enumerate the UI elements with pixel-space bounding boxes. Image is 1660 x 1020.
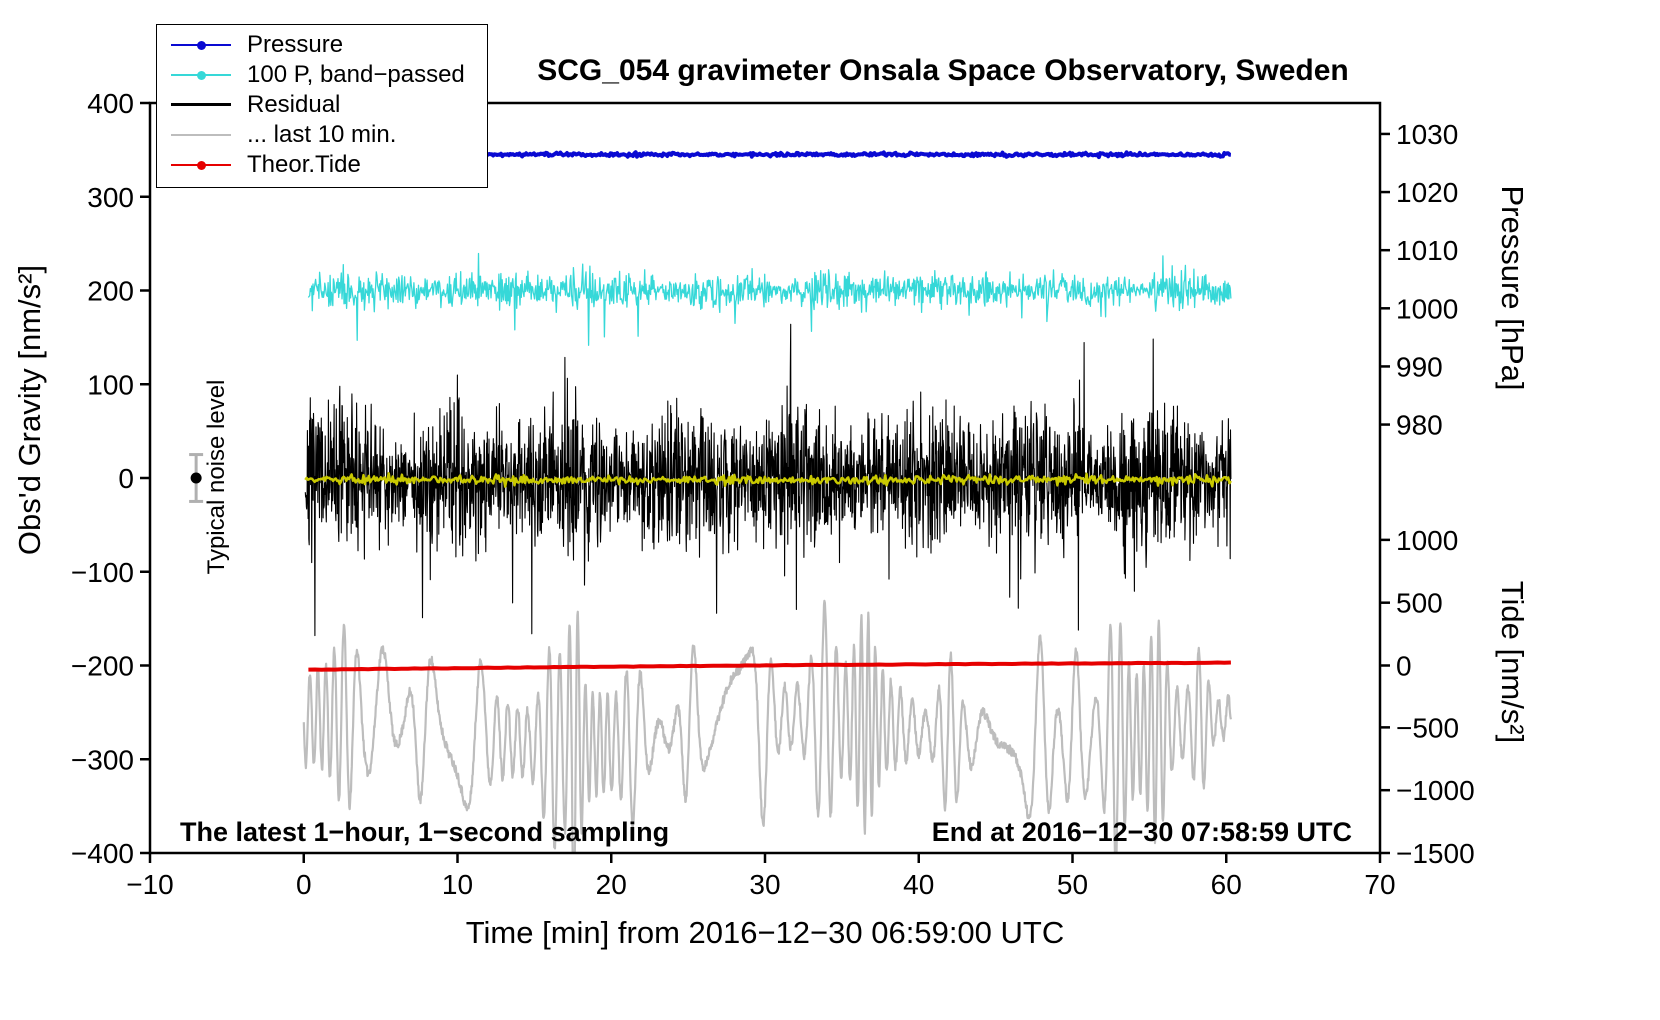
pressure-axis-tick-label: 1010 bbox=[1396, 235, 1458, 266]
legend-dot-line-icon bbox=[171, 38, 231, 52]
left-tick-label: −100 bbox=[71, 557, 134, 588]
series-tide bbox=[308, 660, 1231, 672]
x-tick-label: 30 bbox=[749, 869, 780, 900]
series-last10 bbox=[302, 599, 1232, 852]
legend-label: 100 P, band−passed bbox=[247, 60, 465, 88]
x-axis-label: Time [min] from 2016−12−30 06:59:00 UTC bbox=[466, 915, 1065, 950]
x-axis: −10 0 10 20 30 40 50 60 70 bbox=[126, 853, 1396, 900]
pressure-axis-tick-label: 1030 bbox=[1396, 119, 1458, 150]
tide-axis-tick-label: −1500 bbox=[1396, 838, 1475, 869]
left-tick-label: −200 bbox=[71, 651, 134, 682]
x-tick-label: 10 bbox=[442, 869, 473, 900]
x-tick-label: 0 bbox=[296, 869, 312, 900]
legend-item: Residual bbox=[171, 91, 465, 118]
legend-label: ... last 10 min. bbox=[247, 120, 397, 148]
x-tick-label: 60 bbox=[1211, 869, 1242, 900]
pressure-axis-tick-label: 1020 bbox=[1396, 177, 1458, 208]
x-tick-label: −10 bbox=[126, 869, 174, 900]
x-tick-label: 40 bbox=[903, 869, 934, 900]
left-tick-label: −400 bbox=[71, 838, 134, 869]
legend-item: ... last 10 min. bbox=[171, 121, 465, 148]
noise-dot bbox=[190, 472, 202, 484]
tide-axis-tick-label: 1000 bbox=[1396, 525, 1458, 556]
series-bandpassed bbox=[307, 252, 1232, 346]
pressure-axis-tick-label: 980 bbox=[1396, 410, 1443, 441]
footer-left-annotation: The latest 1−hour, 1−second sampling bbox=[180, 817, 669, 847]
tide-axis-tick-label: 0 bbox=[1396, 651, 1412, 682]
legend: Pressure 100 P, band−passed Residual... la… bbox=[156, 24, 488, 188]
footer-right-annotation: End at 2016−12−30 07:58:59 UTC bbox=[932, 817, 1352, 847]
x-tick-label: 50 bbox=[1057, 869, 1088, 900]
legend-item: Pressure bbox=[171, 31, 465, 58]
pressure-axis-label: Pressure [hPa] bbox=[1495, 185, 1530, 390]
legend-dot-line-icon bbox=[171, 68, 231, 82]
noise-level-indicator bbox=[189, 453, 204, 503]
left-tick-label: 0 bbox=[118, 463, 134, 494]
legend-line-icon bbox=[171, 98, 231, 112]
pressure-axis-tick-label: 990 bbox=[1396, 351, 1443, 382]
left-tick-label: 400 bbox=[87, 88, 134, 119]
series-residual bbox=[304, 323, 1232, 637]
legend-item: Theor.Tide bbox=[171, 151, 465, 178]
legend-line-icon bbox=[171, 128, 231, 142]
left-tick-label: 200 bbox=[87, 276, 134, 307]
left-axis-label: Obs'd Gravity [nm/s²] bbox=[12, 265, 47, 555]
legend-label: Residual bbox=[247, 90, 341, 118]
legend-item: 100 P, band−passed bbox=[171, 61, 465, 88]
tide-axis-label: Tide [nm/s²] bbox=[1495, 581, 1530, 744]
legend-label: Pressure bbox=[247, 30, 344, 58]
pressure-axis-tick-label: 1000 bbox=[1396, 293, 1458, 324]
series-layer bbox=[302, 150, 1232, 852]
tide-axis-tick-label: −500 bbox=[1396, 712, 1459, 743]
pressure-axis: 1030 1020 1010 1000 990 980 bbox=[1380, 119, 1458, 441]
left-tick-label: 100 bbox=[87, 369, 134, 400]
tide-axis-tick-label: 500 bbox=[1396, 588, 1443, 619]
legend-label: Theor.Tide bbox=[247, 150, 361, 178]
legend-dot-line-icon bbox=[171, 158, 231, 172]
x-tick-label: 20 bbox=[596, 869, 627, 900]
chart-title: SCG_054 gravimeter Onsala Space Observat… bbox=[537, 54, 1349, 87]
noise-level-label: Typical noise level bbox=[203, 380, 230, 575]
tide-axis-tick-label: −1000 bbox=[1396, 775, 1475, 806]
left-tick-label: −300 bbox=[71, 744, 134, 775]
tide-axis: 1000 500 0 −500 −1000 −1500 bbox=[1380, 525, 1475, 869]
x-tick-label: 70 bbox=[1364, 869, 1395, 900]
left-axis: 400 300 200 100 0 −100 −200 −300 −400 bbox=[71, 88, 150, 869]
left-tick-label: 300 bbox=[87, 182, 134, 213]
series-residual_smooth bbox=[304, 472, 1232, 488]
